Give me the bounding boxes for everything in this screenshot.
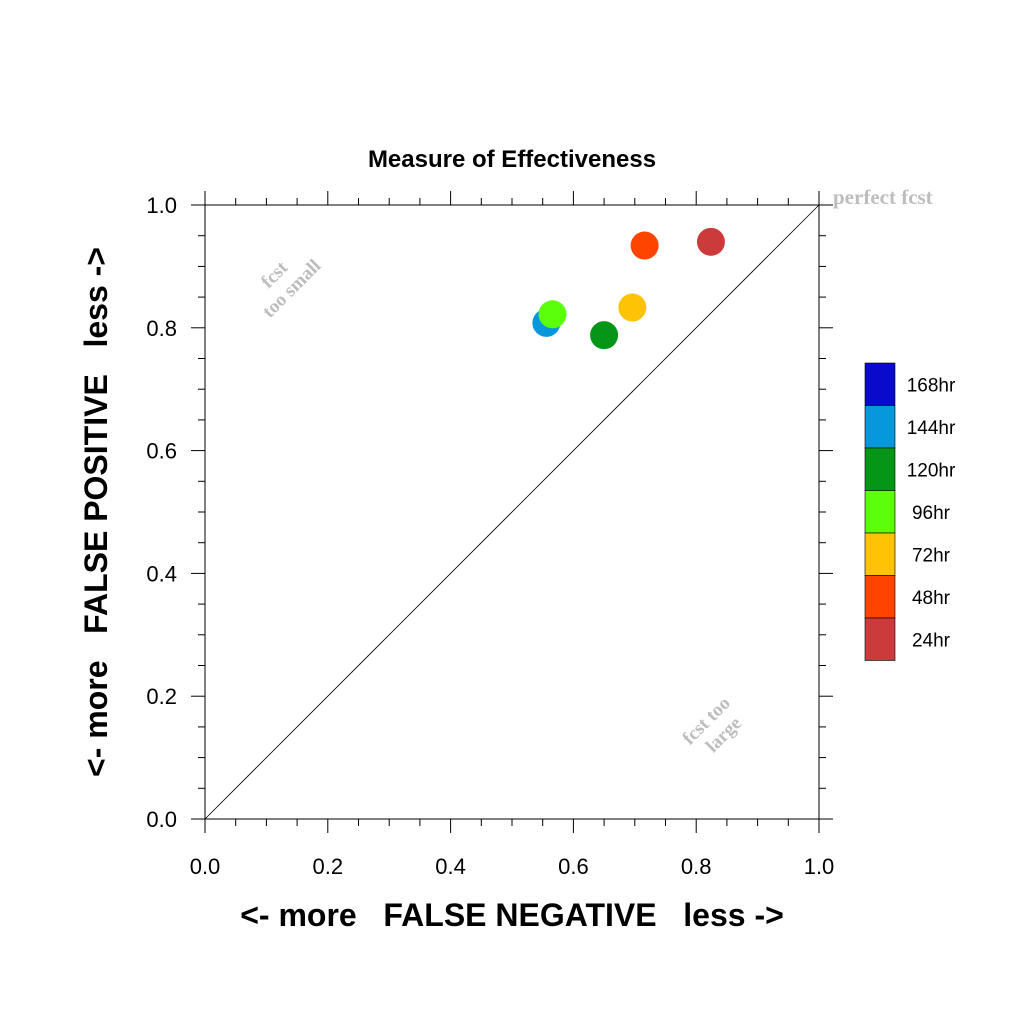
annotation-perfect-fcst: perfect fcst [833, 185, 933, 209]
legend-label-24hr: 24hr [912, 630, 951, 651]
legend-swatch-24hr [864, 617, 896, 661]
y-axis-label: <- more FALSE POSITIVE less -> [78, 247, 114, 777]
legend-label-120hr: 120hr [907, 460, 956, 481]
legend-label-144hr: 144hr [907, 418, 956, 439]
annotation-too-small: fcst too small [243, 240, 325, 322]
data-point-120hr [590, 321, 619, 350]
legend-swatch-96hr [864, 490, 896, 534]
y-tick-label: 0.4 [146, 561, 177, 586]
x-tick-label: 0.0 [190, 854, 221, 879]
x-tick-label: 0.2 [313, 854, 344, 879]
data-point-24hr [696, 227, 725, 256]
y-tick-label: 0.6 [146, 439, 177, 464]
y-tick-label: 0.8 [146, 316, 177, 341]
plot-area [191, 191, 833, 833]
legend-label-96hr: 96hr [912, 503, 951, 524]
axis-ticks [191, 191, 833, 833]
x-tick-labels: 0.0 0.2 0.4 0.6 0.8 1.0 [190, 854, 835, 879]
y-tick-label: 0.2 [146, 684, 177, 709]
data-point-72hr [618, 293, 647, 322]
x-axis-label: <- more FALSE NEGATIVE less -> [240, 897, 784, 933]
x-tick-label: 0.8 [681, 854, 712, 879]
y-tick-label: 1.0 [146, 193, 177, 218]
legend-label-48hr: 48hr [912, 588, 951, 609]
legend: 168hr 144hr 120hr 96hr 72hr 48hr 24hr [864, 362, 956, 661]
legend-swatch-168hr [864, 362, 896, 406]
legend-swatch-48hr [864, 575, 896, 619]
data-points [532, 227, 725, 350]
legend-label-168hr: 168hr [907, 375, 956, 396]
legend-swatch-72hr [864, 532, 896, 576]
annotation-too-large: fcst too large [679, 690, 754, 765]
x-tick-label: 1.0 [804, 854, 835, 879]
y-tick-labels: 0.0 0.2 0.4 0.6 0.8 1.0 [146, 193, 177, 832]
x-tick-label: 0.6 [558, 854, 589, 879]
x-tick-label: 0.4 [435, 854, 466, 879]
data-point-48hr [630, 231, 659, 260]
legend-label-72hr: 72hr [912, 545, 951, 566]
legend-swatch-120hr [864, 447, 896, 491]
chart-title: Measure of Effectiveness [368, 146, 656, 173]
diagonal-line [204, 204, 820, 820]
data-point-96hr [538, 300, 567, 329]
y-tick-label: 0.0 [146, 807, 177, 832]
legend-swatch-144hr [864, 405, 896, 449]
